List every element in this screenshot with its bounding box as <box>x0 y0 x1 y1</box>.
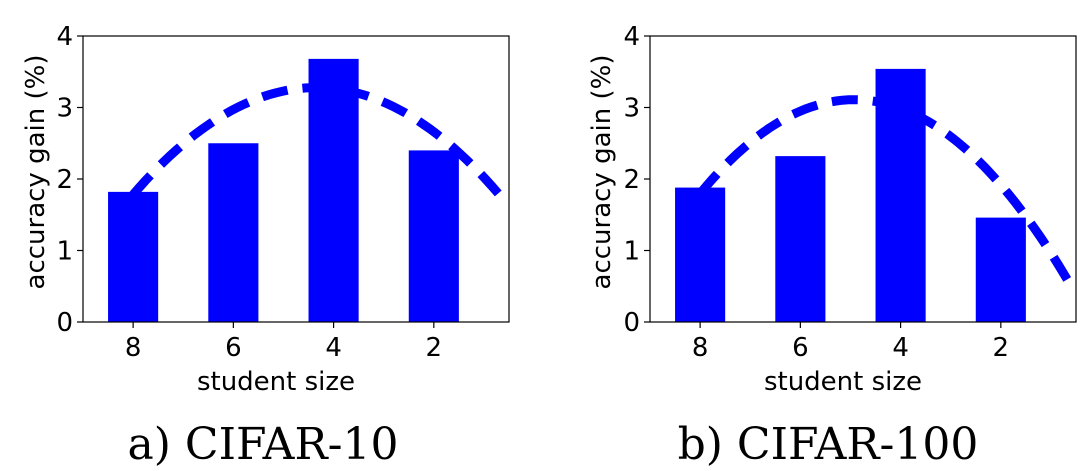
chart-panel-1: 0 1 2 3 4 8 6 4 2 student size accuracy gain (%) a)… <box>21 22 510 470</box>
y-tick-label: 3 <box>623 94 640 124</box>
panel-caption: b) CIFAR-100 <box>678 419 979 470</box>
panel-caption: a) CIFAR-10 <box>128 419 399 470</box>
bar-4 <box>308 58 359 322</box>
y-tick-label: 2 <box>623 165 640 195</box>
x-axis-label: student size <box>197 367 355 397</box>
bar-8 <box>108 191 159 322</box>
y-axis-label: accuracy gain (%) <box>21 55 51 290</box>
x-tick-label: 8 <box>125 333 142 363</box>
bar-2 <box>975 217 1026 322</box>
fit-curve <box>129 83 508 204</box>
y-tick-label: 1 <box>623 237 640 267</box>
bar-8 <box>675 187 726 322</box>
x-tick-label: 2 <box>426 333 443 363</box>
x-tick-label: 6 <box>792 333 809 363</box>
x-axis-label: student size <box>764 367 922 397</box>
x-tick-label: 2 <box>993 333 1010 363</box>
chart-panel-2: 0 1 2 3 4 8 6 4 2 student size accuracy gain (%) b)… <box>587 22 1077 470</box>
x-tick-label: 6 <box>225 333 242 363</box>
y-tick-label: 3 <box>56 94 73 124</box>
y-tick-label: 1 <box>56 237 73 267</box>
y-tick-label: 0 <box>56 308 73 338</box>
y-tick-label: 0 <box>623 308 640 338</box>
bar-6 <box>775 156 826 322</box>
bar-6 <box>208 143 259 322</box>
y-axis-label: accuracy gain (%) <box>587 55 617 290</box>
x-tick-label: 8 <box>692 333 709 363</box>
x-tick-label: 4 <box>325 333 342 363</box>
y-tick-label: 2 <box>56 165 73 195</box>
fit-curve <box>696 95 1075 289</box>
y-tick-label: 4 <box>623 22 640 52</box>
x-tick-label: 4 <box>892 333 909 363</box>
y-tick-label: 4 <box>56 22 73 52</box>
bar-2 <box>408 150 459 322</box>
